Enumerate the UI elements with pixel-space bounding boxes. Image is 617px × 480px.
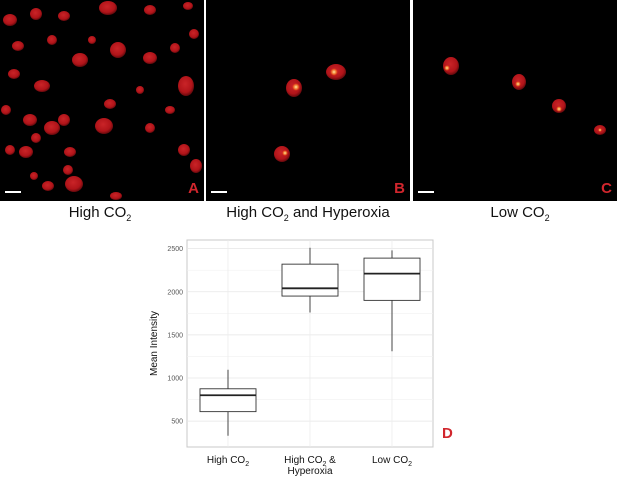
x-category-label: High CO2 & bbox=[284, 455, 336, 468]
fluorescent-spot bbox=[330, 68, 338, 76]
cell bbox=[88, 36, 96, 44]
caption-a: High CO2 bbox=[68, 204, 132, 223]
cell bbox=[8, 69, 20, 79]
fluorescent-spot bbox=[598, 128, 602, 132]
cell bbox=[30, 8, 42, 20]
cell bbox=[143, 52, 157, 64]
y-tick-label: 500 bbox=[171, 419, 183, 426]
cell bbox=[110, 42, 126, 58]
scale-bar bbox=[211, 191, 227, 193]
panel-letter-a: A bbox=[188, 180, 199, 197]
cell bbox=[31, 133, 41, 143]
micrograph-panel-c: C bbox=[413, 0, 617, 201]
cell bbox=[189, 29, 199, 39]
box-2 bbox=[281, 247, 339, 313]
cell bbox=[64, 147, 76, 157]
fluorescent-spot bbox=[556, 106, 562, 112]
x-category-label: High CO2 bbox=[207, 455, 249, 468]
cell bbox=[47, 35, 57, 45]
iqr-box bbox=[363, 257, 421, 301]
boxplot-chart: 500 1000 1500 2000 2500 High CO2 High CO2 &Hyp… bbox=[149, 239, 434, 477]
cell bbox=[34, 80, 50, 92]
cell bbox=[144, 5, 156, 15]
cell bbox=[110, 192, 122, 200]
fluorescent-spot bbox=[292, 83, 300, 91]
panel-letter-d: D bbox=[442, 425, 453, 442]
cell bbox=[63, 165, 73, 175]
y-tick-label: 1500 bbox=[167, 332, 183, 339]
micrograph-panel-a: A bbox=[0, 0, 204, 201]
cell bbox=[44, 121, 60, 135]
cell bbox=[58, 11, 70, 21]
micrograph-panel-b: B bbox=[206, 0, 410, 201]
cell bbox=[65, 176, 83, 192]
cell bbox=[183, 2, 193, 10]
cell bbox=[23, 114, 37, 126]
cell bbox=[104, 99, 116, 109]
cell bbox=[136, 86, 144, 94]
fluorescent-spot bbox=[444, 65, 450, 71]
fluorescent-spot bbox=[515, 81, 521, 87]
cell bbox=[72, 53, 88, 67]
box-3 bbox=[363, 250, 421, 352]
iqr-box bbox=[199, 388, 257, 413]
cell bbox=[99, 1, 117, 15]
box-1 bbox=[199, 369, 257, 436]
panel-letter-c: C bbox=[601, 180, 612, 197]
x-category-label: Hyperoxia bbox=[287, 466, 332, 477]
cells-image-b bbox=[274, 64, 346, 162]
fluorescent-spot bbox=[282, 150, 288, 156]
cells-image-c bbox=[443, 57, 606, 135]
cell bbox=[19, 146, 33, 158]
cell bbox=[165, 106, 175, 114]
cell bbox=[5, 145, 15, 155]
cell bbox=[1, 105, 11, 115]
cell bbox=[3, 14, 17, 26]
scale-bar bbox=[5, 191, 21, 193]
cell bbox=[190, 159, 202, 173]
cell bbox=[12, 41, 24, 51]
y-axis-label: Mean Intensity bbox=[149, 311, 160, 376]
caption-c: Low CO2 bbox=[490, 204, 550, 223]
cell bbox=[178, 76, 194, 96]
cell bbox=[178, 144, 190, 156]
iqr-box bbox=[281, 263, 339, 297]
caption-b: High CO2 and Hyperoxia bbox=[226, 204, 390, 223]
scale-bar bbox=[418, 191, 434, 193]
x-category-label: Low CO2 bbox=[372, 455, 412, 468]
cell bbox=[274, 146, 290, 162]
cell bbox=[145, 123, 155, 133]
cells-image-a bbox=[1, 1, 202, 200]
cell bbox=[58, 114, 70, 126]
cell bbox=[30, 172, 38, 180]
cell bbox=[170, 43, 180, 53]
panel-letter-b: B bbox=[394, 180, 405, 197]
y-tick-label: 2500 bbox=[167, 246, 183, 253]
cell bbox=[95, 118, 113, 134]
cell bbox=[42, 181, 54, 191]
y-tick-label: 1000 bbox=[167, 376, 183, 383]
y-tick-label: 2000 bbox=[167, 289, 183, 296]
